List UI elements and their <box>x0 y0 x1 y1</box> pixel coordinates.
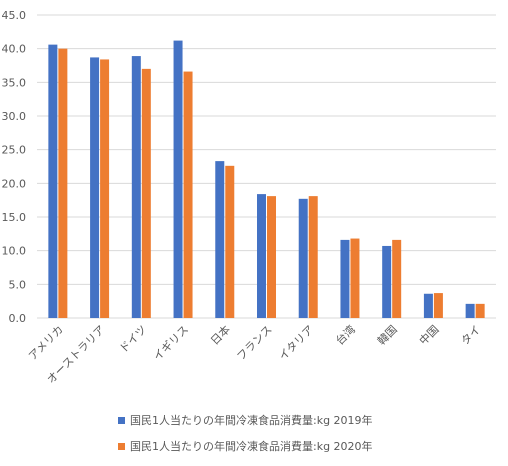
x-category-label: イタリア <box>276 323 316 363</box>
y-tick-label: 40.0 <box>2 43 27 56</box>
legend-swatch <box>118 417 125 424</box>
bar-2020 <box>308 196 318 318</box>
x-category-label: 韓国 <box>375 323 400 348</box>
bar-2019 <box>131 56 141 318</box>
bar-layer <box>48 40 485 319</box>
grid-layer <box>37 14 496 319</box>
bar-2019 <box>382 245 392 318</box>
bar-2019 <box>90 57 100 319</box>
y-tick-label: 30.0 <box>2 110 27 123</box>
bar-2020 <box>392 239 402 318</box>
bar-2019 <box>48 44 58 318</box>
x-category-label: 台湾 <box>333 322 358 347</box>
x-category-label: 中国 <box>417 323 442 348</box>
x-category-label: イギリス <box>151 323 191 363</box>
y-tick-label: 0.0 <box>9 312 27 325</box>
legend-label: 国民1人当たりの年間冷凍食品消費量:kg 2020年 <box>130 439 373 453</box>
x-category-label: タイ <box>459 323 484 348</box>
bar-2020 <box>58 48 68 319</box>
x-category-label: フランス <box>234 323 274 363</box>
bar-2020 <box>267 196 276 318</box>
legend-layer: 国民1人当たりの年間冷凍食品消費量:kg 2019年国民1人当たりの年間冷凍食品… <box>118 413 373 453</box>
bar-2020 <box>183 71 193 318</box>
bar-2019 <box>298 198 308 318</box>
bar-2019 <box>257 194 266 318</box>
legend-label: 国民1人当たりの年間冷凍食品消費量:kg 2019年 <box>130 413 373 427</box>
x-category-label: アメリカ <box>26 323 66 363</box>
y-tick-label: 20.0 <box>2 177 27 190</box>
y-tick-label: 35.0 <box>2 76 27 89</box>
bar-2020 <box>433 293 443 318</box>
y-tick-label: 25.0 <box>2 144 27 157</box>
bar-2020 <box>475 303 485 318</box>
axis-layer: 0.0 5.0 10.0 15.0 20.0 25.0 30.0 35.0 40.0 45.0 アメ… <box>2 9 484 386</box>
x-category-label: ドイツ <box>117 323 150 356</box>
bar-2020 <box>100 59 110 318</box>
y-tick-label: 10.0 <box>2 245 27 258</box>
bar-2019 <box>215 161 225 318</box>
bar-2019 <box>173 40 183 318</box>
bar-2020 <box>141 68 151 318</box>
y-tick-label: 5.0 <box>9 278 27 291</box>
bar-2019 <box>423 293 433 318</box>
y-tick-label: 45.0 <box>2 9 27 22</box>
legend-swatch <box>118 443 125 450</box>
bar-2019 <box>465 303 475 318</box>
x-category-label: 日本 <box>207 322 232 347</box>
y-tick-label: 15.0 <box>2 211 27 224</box>
bar-2020 <box>225 165 235 318</box>
bar-2019 <box>340 239 350 318</box>
bar-2020 <box>350 238 360 318</box>
